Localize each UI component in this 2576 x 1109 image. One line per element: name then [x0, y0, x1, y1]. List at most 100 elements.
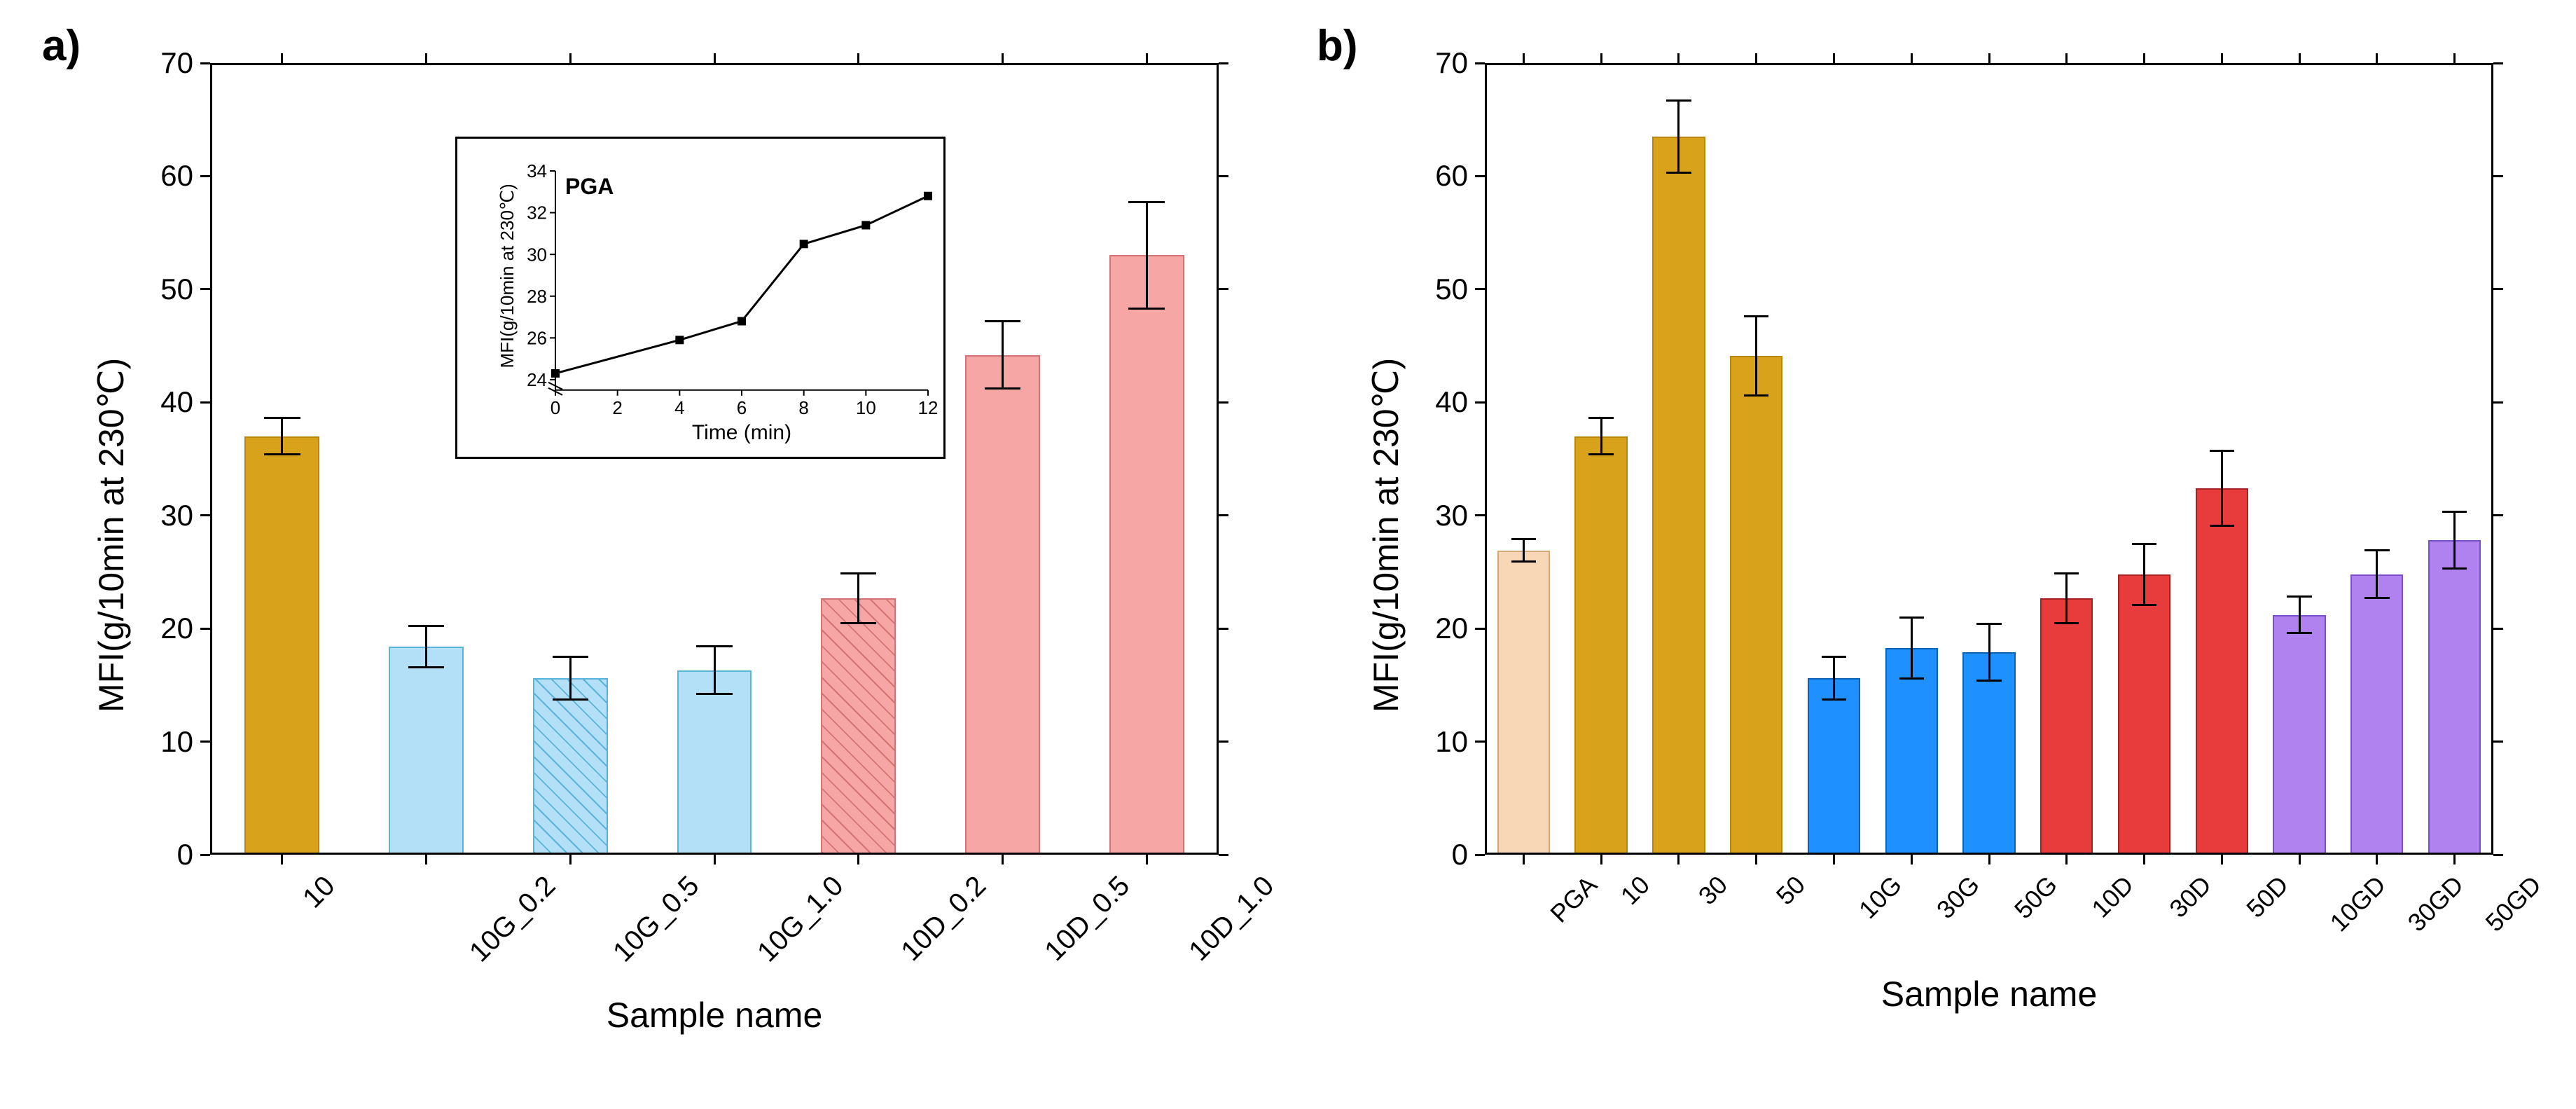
inset-ytick-label: 28	[527, 286, 547, 307]
panel-b-xtick-top	[2221, 53, 2223, 63]
panel-b-xtick-label: 10GD	[2325, 870, 2392, 937]
panel-b-xtick	[1523, 855, 1525, 865]
panel-b-ytick-label: 40	[1405, 385, 1468, 419]
panel-b-xtick-label: PGA	[1545, 870, 1603, 928]
panel-a-xtick-top	[857, 53, 859, 63]
panel-b-xtick	[2065, 855, 2068, 865]
panel-a-ytick	[200, 854, 210, 856]
panel-b-xtick-label: 10G	[1853, 870, 1908, 925]
panel-b-ytick	[2493, 288, 2503, 290]
panel-a-xtick-label: 10G_0.2	[464, 870, 562, 968]
inset-ytick-label: 32	[527, 202, 547, 223]
panel-b-ytick-label: 10	[1405, 725, 1468, 759]
panel-a-ytick	[1219, 62, 1228, 64]
panel-a-ytick-label: 40	[130, 385, 193, 419]
panel-a-xtick-label: 10D_0.2	[895, 870, 992, 967]
inset-x-title: Time (min)	[692, 421, 791, 444]
panel-b-xtick-top	[1988, 53, 1990, 63]
panel-a-ytick	[1219, 628, 1228, 630]
panel-b-xtick-label: 30GD	[2402, 870, 2469, 937]
panel-b-xtick-label: 30	[1693, 870, 1733, 911]
panel-a-ytick-label: 10	[130, 725, 193, 759]
panel-a-xtick	[857, 855, 859, 865]
panel-a-plot: 1010G_0.210G_0.510G_1.010D_0.210D_0.510D…	[210, 63, 1219, 855]
panel-b-ytick	[1475, 175, 1485, 177]
panel-b-xtick-top	[1677, 53, 1680, 63]
inset-xtick-label: 4	[674, 397, 684, 418]
inset-xtick-label: 12	[918, 397, 939, 418]
figure-root: a) 1010G_0.210G_0.510G_1.010D_0.210D_0.5…	[0, 0, 2576, 1109]
panel-b-ytick	[1475, 514, 1485, 516]
inset-line	[555, 196, 928, 373]
panel-b-xtick	[1833, 855, 1835, 865]
inset-xtick-label: 2	[612, 397, 622, 418]
panel-b-ytick-label: 30	[1405, 499, 1468, 532]
panel-b-xtick-top	[1833, 53, 1835, 63]
panel-b-ytick	[2493, 628, 2503, 630]
panel-b-ytick	[2493, 514, 2503, 516]
inset-ytick-label: 24	[527, 369, 547, 390]
panel-b-ytick-label: 60	[1405, 159, 1468, 193]
inset-plot: PGA024681012242628303234Time (min)MFI(g/…	[455, 137, 946, 459]
panel-b-xtick-label: 30D	[2163, 870, 2217, 923]
panel-a-ytick	[1219, 288, 1228, 290]
panel-b-xtick-top	[1911, 53, 1913, 63]
panel-b-xtick-label: 10D	[2086, 870, 2139, 923]
panel-a-xtick-top	[1002, 53, 1004, 63]
panel-a-xtick	[281, 855, 283, 865]
panel-b-frame	[1485, 63, 2493, 855]
panel-b-ytick-label: 50	[1405, 273, 1468, 306]
panel-b-xtick-top	[2376, 53, 2378, 63]
panel-b-xtick-label: 50D	[2241, 870, 2294, 923]
panel-a-ytick	[200, 741, 210, 743]
panel-a-ytick	[200, 401, 210, 404]
panel-b-xtick-label: 50	[1770, 870, 1810, 911]
inset-svg: 024681012242628303234Time (min)MFI(g/10m…	[457, 139, 948, 461]
panel-b-ytick	[1475, 62, 1485, 64]
panel-b-xtick-top	[1755, 53, 1757, 63]
panel-b-xtick	[1600, 855, 1602, 865]
panel-a-ytick-label: 20	[130, 612, 193, 645]
panel-b-xtick	[2221, 855, 2223, 865]
panel-b-plot: PGA10305010G30G50G10D30D50D10GD30GD50GD0…	[1485, 63, 2493, 855]
panel-a-xtick-top	[1146, 53, 1148, 63]
panel-b-ytick-label: 20	[1405, 612, 1468, 645]
panel-b-ytick	[1475, 288, 1485, 290]
panel-b-ytick	[2493, 62, 2503, 64]
panel-a-xtick-label: 10D_1.0	[1183, 870, 1280, 967]
inset-marker	[861, 221, 870, 229]
panel-b-xtick-top	[2065, 53, 2068, 63]
panel-b-xtick	[1988, 855, 1990, 865]
panel-a-xtick	[1002, 855, 1004, 865]
panel-b-label: b)	[1317, 21, 1358, 71]
panel-a-ytick-label: 30	[130, 499, 193, 532]
panel-a-xtick-label: 10G_0.5	[607, 870, 705, 968]
panel-a-xtick	[425, 855, 427, 865]
panel-a-xtick-label: 10	[297, 870, 341, 914]
panel-a-xtick-top	[714, 53, 716, 63]
inset-ytick-label: 34	[527, 160, 547, 181]
panel-a-ytick	[1219, 401, 1228, 404]
panel-b-ytick	[1475, 741, 1485, 743]
panel-b-xtick	[1755, 855, 1757, 865]
panel-a-xtick-top	[281, 53, 283, 63]
inset-ytick-label: 26	[527, 327, 547, 348]
inset-ytick-label: 30	[527, 244, 547, 265]
panel-b-xtick	[2453, 855, 2456, 865]
panel-b-xtick-label: 50GD	[2479, 870, 2547, 937]
panel-b-ytick-label: 0	[1405, 838, 1468, 872]
inset-marker	[738, 317, 746, 325]
panel-a-ytick-label: 60	[130, 159, 193, 193]
panel-b-ytick	[1475, 854, 1485, 856]
panel-b-ytick-label: 70	[1405, 46, 1468, 80]
panel-a-xtick	[569, 855, 572, 865]
panel-b-xtick-top	[2453, 53, 2456, 63]
panel-b-xtick	[1677, 855, 1680, 865]
panel-a-ytick	[200, 175, 210, 177]
panel-a-ytick-label: 0	[130, 838, 193, 872]
panel-b-y-title: MFI(g/10min at 230℃)	[1366, 357, 1406, 712]
panel-a-ytick	[1219, 741, 1228, 743]
panel-a-xtick	[1146, 855, 1148, 865]
panel-a-ytick	[1219, 514, 1228, 516]
panel-b-ytick	[2493, 854, 2503, 856]
